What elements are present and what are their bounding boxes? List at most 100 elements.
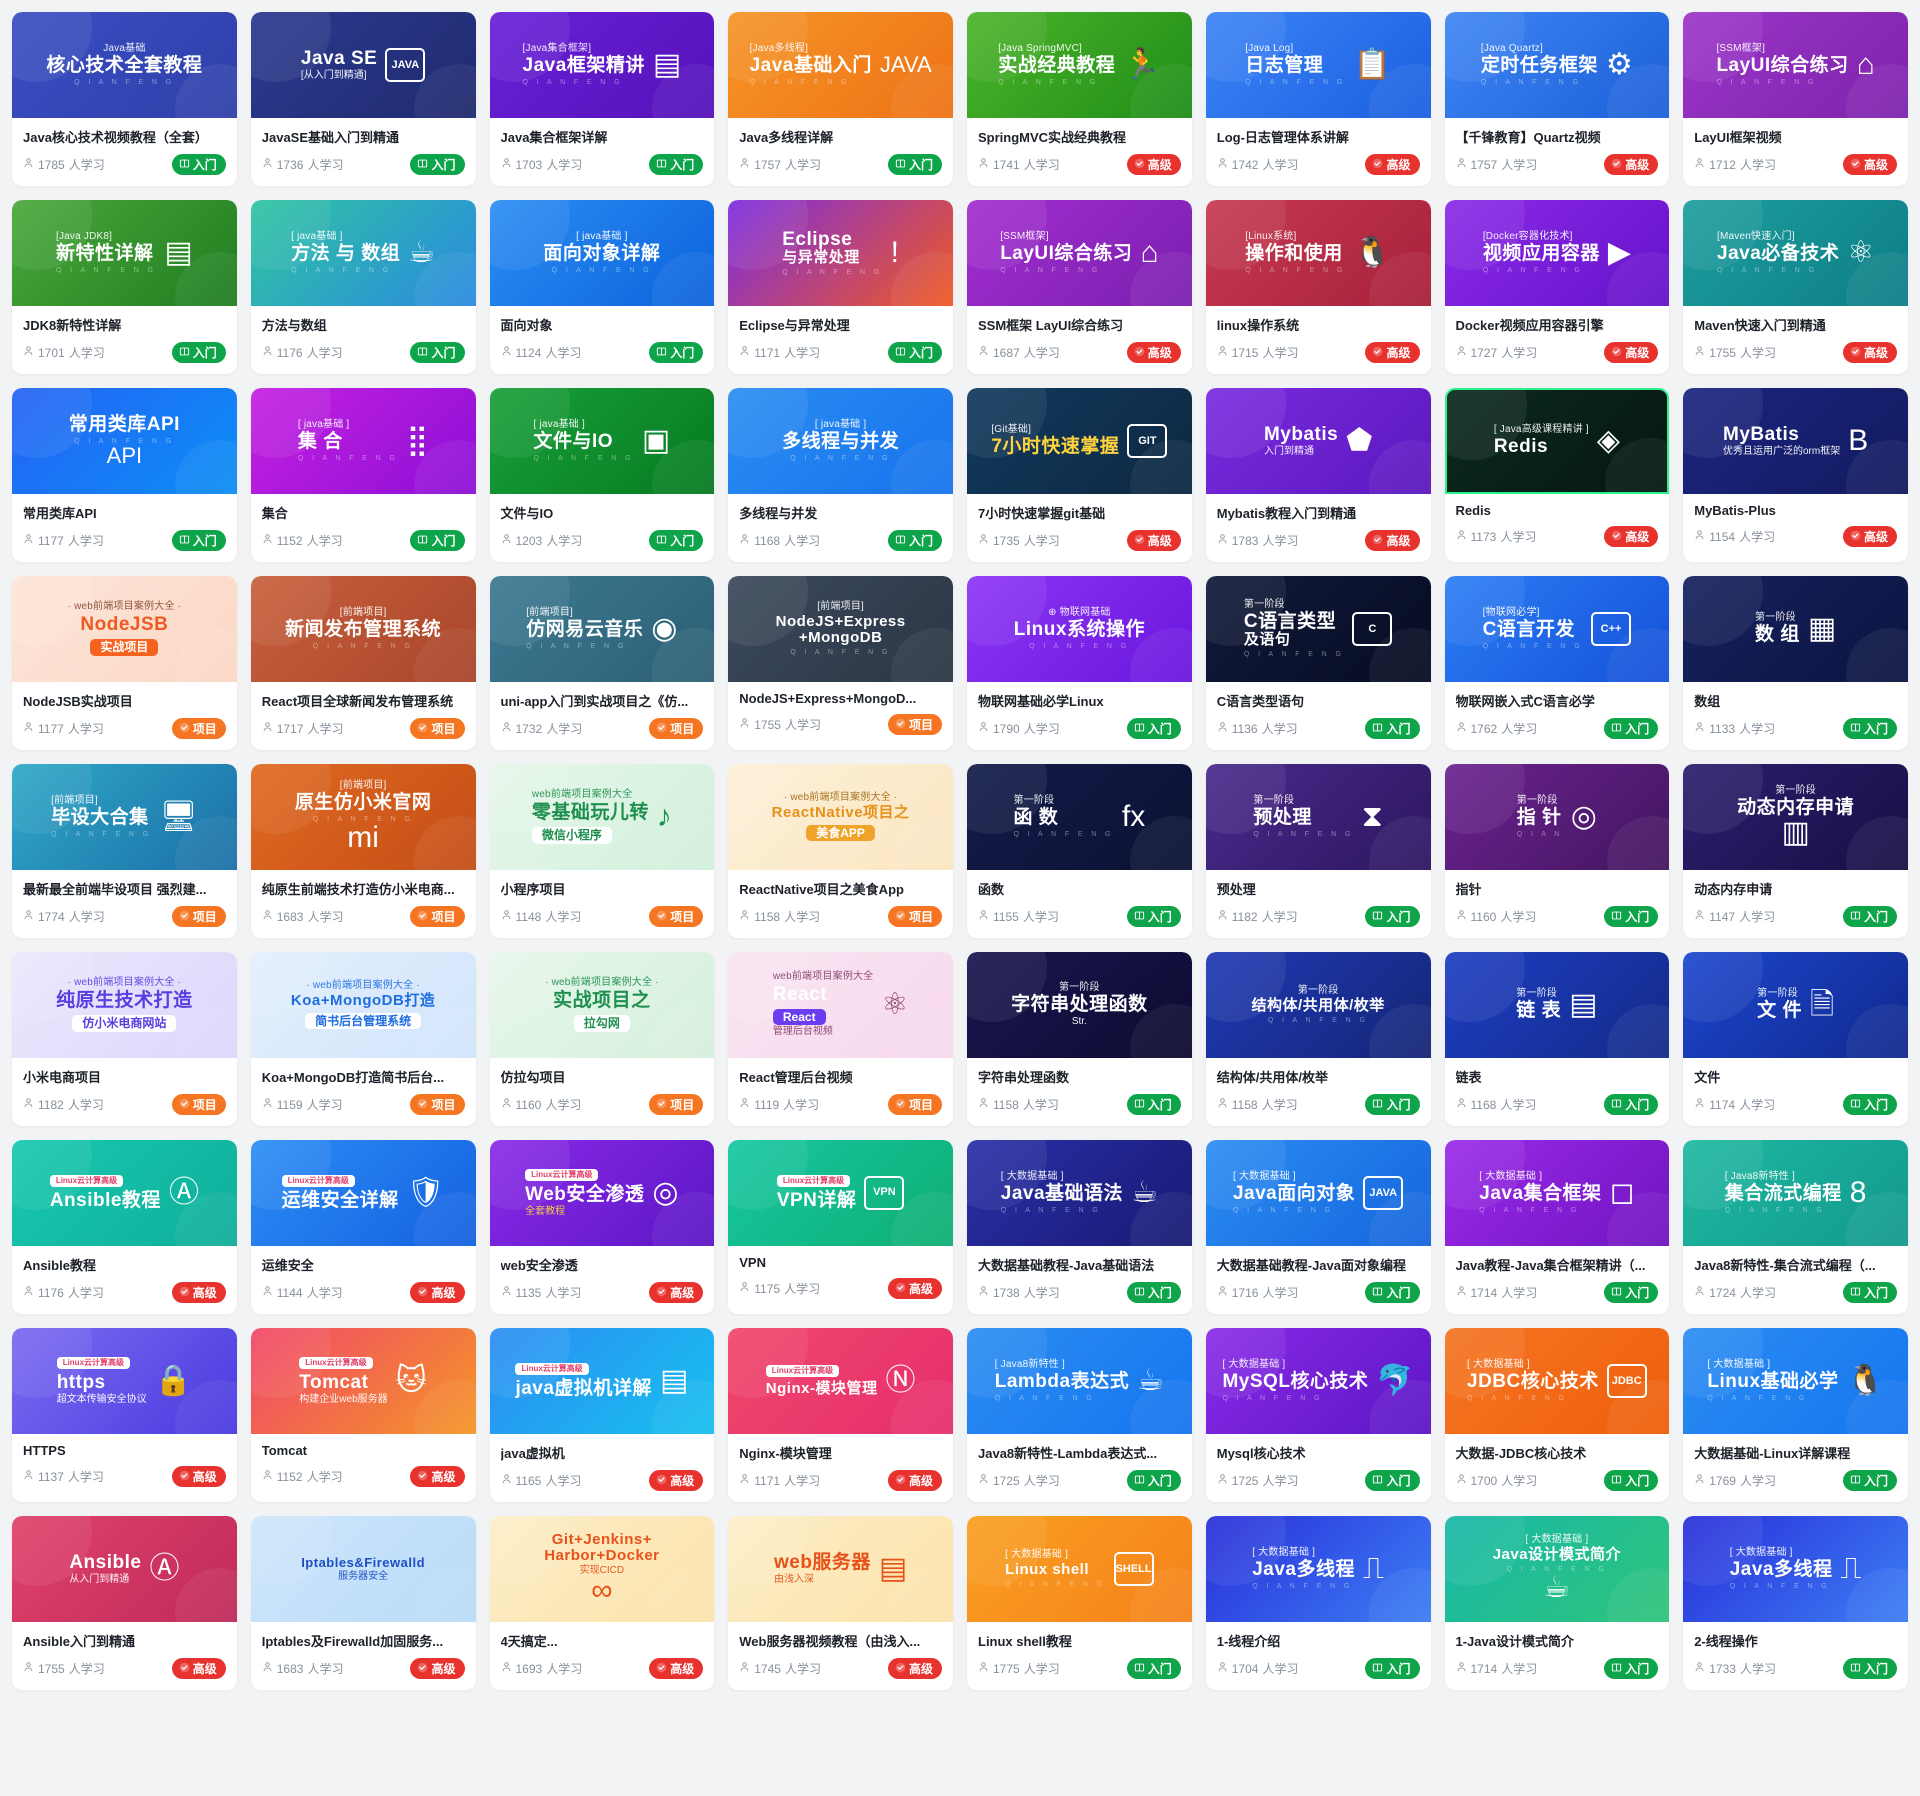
course-card[interactable]: [ Java8新特性 ] 集合流式编程 Q I A N F E N G 8 Java8新… [1683, 1140, 1908, 1314]
course-card[interactable]: [ Java8新特性 ] Lambda表达式 Q I A N F E N G ☕ Jav… [967, 1328, 1192, 1502]
course-title[interactable]: Web服务器视频教程（由浅入... [739, 1634, 921, 1649]
level-badge-rumen[interactable]: 入门 [1126, 906, 1181, 927]
level-badge-rumen[interactable]: 入门 [1126, 718, 1181, 739]
course-card[interactable]: 第一阶段文 件 🗎 文件 1174 人学习 入门 [1683, 952, 1908, 1126]
level-badge-rumen[interactable]: 入门 [171, 342, 226, 363]
course-card[interactable]: Iptables&Firewalld 服务器安全 Iptables及Firewall… [250, 1516, 476, 1690]
level-badge-xiangmu[interactable]: 项目 [887, 906, 942, 927]
level-badge-gaoji[interactable]: 高级 [1365, 342, 1420, 363]
course-card[interactable]: [ java基础 ] 集 合 Q I A N F E N G ⣿ 集合 1152 人学习 入门 [250, 388, 476, 562]
course-card[interactable]: [ java基础 ] 多线程与并发 Q I A N F E N G 多线程与并发 116… [728, 388, 953, 562]
course-title[interactable]: SpringMVC实战经典教程 [978, 130, 1127, 145]
level-badge-xiangmu[interactable]: 项目 [410, 1094, 465, 1115]
course-card[interactable]: [Docker容器化技术] 视频应用容器 Q I A N F E N G ▶ Docke… [1444, 200, 1670, 374]
course-title[interactable]: 大数据基础教程-Java基础语法 [978, 1258, 1155, 1273]
course-card[interactable]: [ 大数据基础 ] MySQL核心技术 Q I A N F E N G 🐬 Mysql核… [1205, 1328, 1431, 1502]
course-title[interactable]: linux操作系统 [1216, 318, 1300, 333]
course-title[interactable]: Eclipse与异常处理 [739, 318, 850, 333]
course-title[interactable]: NodeJSB实战项目 [23, 694, 133, 709]
course-card[interactable]: [ 大数据基础 ] JDBC核心技术 Q I A N F E N G JDBC 大数据-… [1444, 1328, 1670, 1502]
level-badge-rumen[interactable]: 入门 [1365, 1470, 1420, 1491]
level-badge-rumen[interactable]: 入门 [1126, 1094, 1181, 1115]
level-badge-xiangmu[interactable]: 项目 [649, 1094, 704, 1115]
course-card[interactable]: Java SE [从入门到精通] JAVA JavaSE基础入门到精通 1736 人学习入… [250, 12, 476, 186]
course-title[interactable]: Linux shell教程 [978, 1634, 1072, 1649]
level-badge-rumen[interactable]: 入门 [1842, 1282, 1897, 1303]
course-title[interactable]: 物联网嵌入式C语言必学 [1455, 694, 1595, 709]
course-title[interactable]: Maven快速入门到精通 [1694, 318, 1826, 333]
level-badge-xiangmu[interactable]: 项目 [171, 718, 226, 739]
course-card[interactable]: 第一阶段链 表 ▤ 链表 1168 人学习 入门 [1444, 952, 1670, 1126]
level-badge-rumen[interactable]: 入门 [649, 342, 704, 363]
level-badge-rumen[interactable]: 入门 [1604, 1658, 1659, 1679]
course-title[interactable]: 运维安全 [261, 1258, 314, 1273]
level-badge-rumen[interactable]: 入门 [1604, 718, 1659, 739]
level-badge-xiangmu[interactable]: 项目 [887, 1094, 942, 1115]
course-card[interactable]: [Java集合框架] Java框架精讲 Q I A N F E N G ▤ Java集合… [489, 12, 715, 186]
level-badge-rumen[interactable]: 入门 [1126, 1470, 1181, 1491]
course-card[interactable]: · web前端项目案例大全 · 实战项目之 拉勾网 仿拉勾项目 1160 人学习 项目 [489, 952, 715, 1126]
course-card[interactable]: 第一阶段 预处理 Q I A N F E N G ⧗ 预处理 1182 人学习 入门 [1205, 764, 1431, 938]
course-title[interactable]: 动态内存申请 [1694, 882, 1773, 897]
level-badge-rumen[interactable]: 入门 [410, 342, 465, 363]
level-badge-rumen[interactable]: 入门 [887, 342, 942, 363]
course-title[interactable]: 字符串处理函数 [978, 1070, 1070, 1085]
course-title[interactable]: 小米电商项目 [23, 1070, 102, 1085]
level-badge-gaoji[interactable]: 高级 [1842, 526, 1897, 547]
course-title[interactable]: React项目全球新闻发布管理系统 [261, 694, 454, 709]
course-card[interactable]: 第一阶段指 针 Q I A N ◎ 指针 1160 人学习 入门 [1444, 764, 1670, 938]
course-title[interactable]: Mybatis教程入门到精通 [1216, 506, 1357, 521]
course-title[interactable]: React管理后台视频 [739, 1070, 853, 1085]
course-title[interactable]: Nginx-模块管理 [739, 1446, 832, 1461]
course-card[interactable]: · web前端项目案例大全 · Koa+MongoDB打造 简书后台管理系统 Koa+… [250, 952, 476, 1126]
course-title[interactable]: 常用类库API [23, 506, 97, 521]
course-title[interactable]: 多线程与并发 [739, 506, 818, 521]
course-title[interactable]: Ansible教程 [23, 1258, 96, 1273]
course-card[interactable]: Ansible 从入门到精通 Ⓐ Ansible入门到精通 1755 人学习 高级 [12, 1516, 237, 1690]
level-badge-gaoji[interactable]: 高级 [171, 1282, 226, 1303]
course-title[interactable]: Java8新特性-集合流式编程（... [1694, 1258, 1876, 1273]
level-badge-gaoji[interactable]: 高级 [410, 1658, 465, 1679]
course-title[interactable]: SSM框架 LayUI综合练习 [978, 318, 1124, 333]
course-title[interactable]: Java核心技术视频教程（全套） [23, 130, 208, 145]
course-card[interactable]: [ 大数据基础 ] Java面向对象 Q I A N F E N G JAVA 大数据基… [1205, 1140, 1431, 1314]
level-badge-rumen[interactable]: 入门 [649, 154, 704, 175]
course-card[interactable]: Linux云计算高级 Web安全渗透 全套教程 ◎ web安全渗透 1135 人学习 高级 [489, 1140, 715, 1314]
course-title[interactable]: Java集合框架详解 [500, 130, 608, 145]
course-title[interactable]: 方法与数组 [261, 318, 327, 333]
level-badge-xiangmu[interactable]: 项目 [887, 714, 942, 735]
course-card[interactable]: Git+Jenkins+ Harbor+Docker 实现CICD ∞ 4天搞定... 1… [489, 1516, 715, 1690]
level-badge-gaoji[interactable]: 高级 [410, 1466, 465, 1487]
course-title[interactable]: 预处理 [1216, 882, 1256, 897]
course-card[interactable]: [Maven快速入门] Java必备技术 Q I A N F E N G ⚛ Maven… [1683, 200, 1908, 374]
level-badge-xiangmu[interactable]: 项目 [410, 718, 465, 739]
course-card[interactable]: [ 大数据基础 ] Linux基础必学 Q I A N F E N G 🐧 大数据基础-… [1683, 1328, 1908, 1502]
level-badge-rumen[interactable]: 入门 [1842, 1658, 1897, 1679]
course-card[interactable]: Linux云计算高级 Ansible教程 Ⓐ Ansible教程 1176 人学习 高级 [12, 1140, 237, 1314]
level-badge-rumen[interactable]: 入门 [410, 530, 465, 551]
course-card[interactable]: [ java基础 ] 文件与IO Q I A N F E N G ▣ 文件与IO 1203… [489, 388, 715, 562]
level-badge-rumen[interactable]: 入门 [649, 530, 704, 551]
level-badge-rumen[interactable]: 入门 [1842, 718, 1897, 739]
level-badge-gaoji[interactable]: 高级 [1126, 342, 1181, 363]
course-card[interactable]: [前端项目] NodeJS+Express +MongoDB Q I A N F E … [728, 576, 953, 750]
course-title[interactable]: Redis [1455, 503, 1491, 518]
course-card[interactable]: [Java Quartz] 定时任务框架 Q I A N F E N G ⚙ 【千锋教育… [1444, 12, 1670, 186]
course-card[interactable]: 常用类库API Q I A N F E N G API 常用类库API 1177 人学习 入… [12, 388, 237, 562]
course-title[interactable]: 大数据-JDBC核心技术 [1455, 1446, 1587, 1461]
level-badge-gaoji[interactable]: 高级 [1604, 342, 1659, 363]
course-card[interactable]: [SSM框架] LayUI综合练习 Q I A N F E N G ⌂ LayUI框架视… [1683, 12, 1908, 186]
level-badge-rumen[interactable]: 入门 [887, 154, 942, 175]
level-badge-rumen[interactable]: 入门 [1365, 1094, 1420, 1115]
level-badge-rumen[interactable]: 入门 [1842, 1094, 1897, 1115]
course-title[interactable]: HTTPS [23, 1443, 66, 1458]
level-badge-xiangmu[interactable]: 项目 [171, 906, 226, 927]
level-badge-rumen[interactable]: 入门 [1842, 906, 1897, 927]
level-badge-gaoji[interactable]: 高级 [649, 1282, 704, 1303]
course-card[interactable]: [ Java高级课程精讲 ] Redis ◈ Redis 1173 人学习 高级 [1444, 388, 1670, 562]
course-title[interactable]: 最新最全前端毕设项目 强烈建... [23, 882, 207, 897]
course-card[interactable]: · web前端项目案例大全 · NodeJSB 实战项目 NodeJSB实战项目 117… [12, 576, 237, 750]
level-badge-gaoji[interactable]: 高级 [1126, 154, 1181, 175]
course-title[interactable]: Docker视频应用容器引擎 [1455, 318, 1604, 333]
